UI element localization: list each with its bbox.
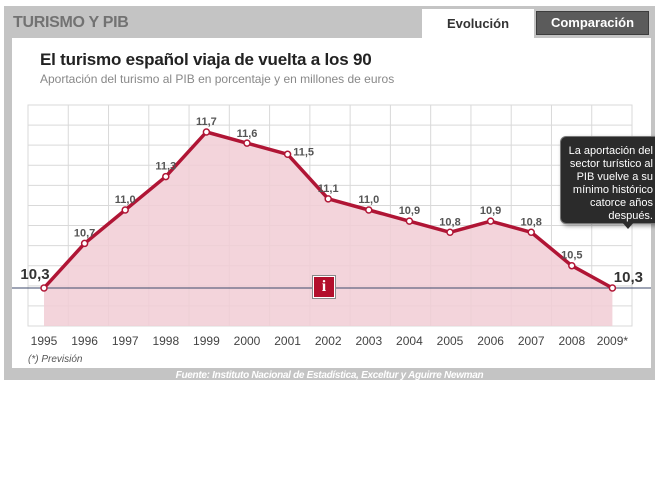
x-tick-label: 1996 <box>71 334 98 348</box>
data-point[interactable] <box>568 261 576 270</box>
data-label: 10,3 <box>614 269 643 286</box>
data-label: 11,6 <box>237 128 258 140</box>
data-label: 10,3 <box>20 266 49 283</box>
tab-comparacion[interactable]: Comparación <box>536 11 649 35</box>
forecast-note: (*) Previsión <box>28 354 83 365</box>
x-tick-label: 1997 <box>112 334 139 348</box>
data-label: 11,7 <box>196 116 217 128</box>
x-tick-label: 2001 <box>274 334 301 348</box>
data-label: 11,0 <box>358 194 379 206</box>
data-point[interactable] <box>80 239 89 248</box>
tooltip-text: La aportación del sector turístico al PI… <box>568 145 653 222</box>
x-tick-label: 2007 <box>518 334 545 348</box>
data-point[interactable] <box>365 206 373 214</box>
data-point[interactable] <box>162 172 170 181</box>
data-label: 10,9 <box>399 205 420 217</box>
data-label: 11,3 <box>155 161 176 173</box>
chart-panel: 10,3 10,7 11,0 11,3 11,7 11,6 11,5 11,1 11,0 10,9… <box>12 38 651 368</box>
data-point[interactable] <box>121 206 129 214</box>
data-point[interactable] <box>40 284 48 292</box>
x-tick-label: 2005 <box>437 334 464 348</box>
data-label: 10,9 <box>480 205 501 217</box>
data-label: 11,5 <box>293 146 314 158</box>
data-label: 10,8 <box>439 216 460 228</box>
widget-frame: TURISMO Y PIB Evolución Comparación 10,3… <box>4 6 655 381</box>
data-label: 11,0 <box>115 194 136 206</box>
x-tick-label: 1995 <box>31 334 58 348</box>
data-label: 10,8 <box>520 216 541 228</box>
data-point[interactable] <box>324 195 332 203</box>
info-button[interactable]: i <box>313 276 335 298</box>
data-label: 10,7 <box>74 227 95 239</box>
data-point[interactable] <box>486 217 495 225</box>
chart-svg: 10,3 10,7 11,0 11,3 11,7 11,6 11,5 11,1 11,0 10,9… <box>12 104 651 348</box>
info-icon: i <box>321 278 327 295</box>
x-tick-label: 1999 <box>193 334 220 348</box>
data-point[interactable] <box>405 217 414 225</box>
chart-subtitle: Aportación del turismo al PIB en porcent… <box>40 72 395 86</box>
data-point[interactable] <box>243 139 251 147</box>
x-tick-label: 2008 <box>558 334 585 348</box>
data-point[interactable] <box>446 228 454 237</box>
x-tick-label: 2004 <box>396 334 423 348</box>
x-tick-label: 2009* <box>597 334 629 348</box>
data-point[interactable] <box>202 128 211 136</box>
series-area <box>44 132 613 326</box>
x-tick-label: 2003 <box>355 334 382 348</box>
data-label: 11,1 <box>318 183 339 195</box>
widget-title: TURISMO Y PIB <box>13 14 129 31</box>
data-point[interactable] <box>283 150 292 159</box>
x-tick-label: 2006 <box>477 334 504 348</box>
tab-evolucion[interactable]: Evolución <box>422 9 534 38</box>
source-credit: Fuente: Instituto Nacional de Estadístic… <box>175 370 484 381</box>
x-tick-label: 2002 <box>315 334 342 348</box>
tooltip: La aportación del sector turístico al PI… <box>560 136 655 224</box>
chart-title: El turismo español viaja de vuelta a los… <box>40 50 372 69</box>
data-label: 10,5 <box>561 250 582 262</box>
data-point[interactable] <box>608 284 617 292</box>
tooltip-tail <box>622 222 634 229</box>
x-tick-label: 2000 <box>234 334 261 348</box>
data-point[interactable] <box>527 228 535 237</box>
x-tick-label: 1998 <box>152 334 179 348</box>
